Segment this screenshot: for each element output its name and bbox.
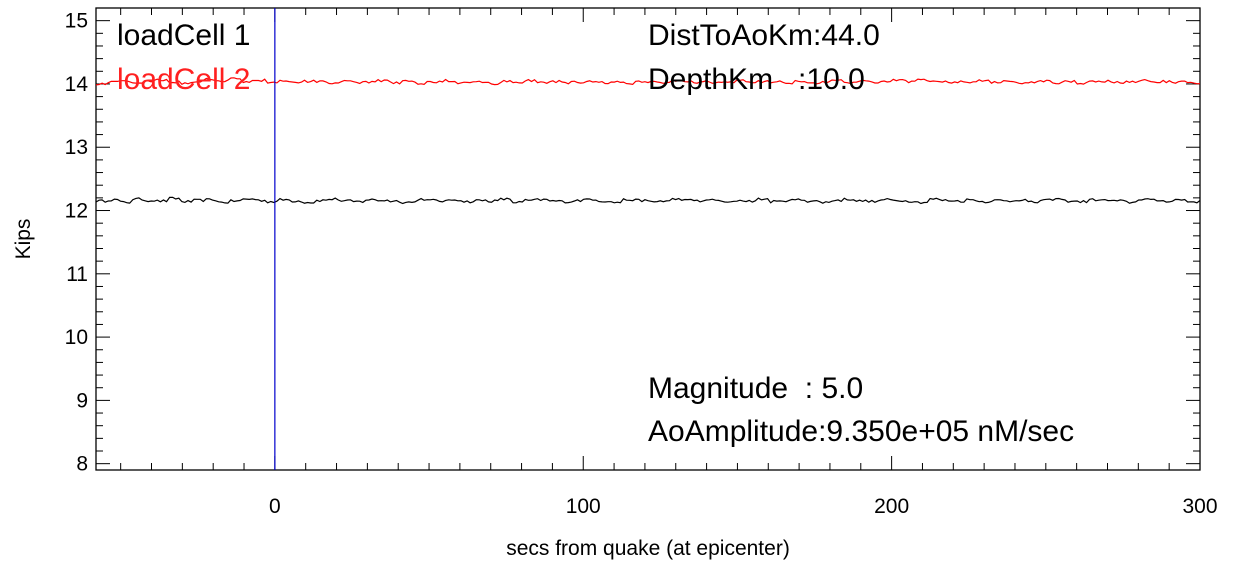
y-tick-label: 14 [65, 73, 89, 96]
x-tick-label: 0 [269, 495, 281, 518]
y-tick-label: 8 [76, 453, 88, 476]
x-axis: 0 100 200 300 [120, 8, 1218, 518]
y-tick-label: 10 [65, 326, 88, 349]
x-axis-label: secs from quake (at epicenter) [506, 537, 790, 560]
y-tick-label: 13 [65, 136, 88, 159]
x-tick-label: 200 [874, 495, 909, 518]
y-axis: 8 9 10 11 12 13 14 15 [65, 7, 1200, 476]
y-axis-label: Kips [12, 219, 35, 260]
series-line-2 [95, 77, 1200, 86]
series-line-1 [95, 196, 1201, 205]
plot-frame [95, 7, 1201, 471]
legend-loadcell-1: loadCell 1 [117, 19, 250, 52]
series-layer [95, 77, 1201, 205]
y-tick-label: 12 [65, 200, 88, 223]
legend-loadcell-2: loadCell 2 [117, 63, 250, 96]
magnitude-label: Magnitude : 5.0 [648, 372, 863, 405]
x-tick-label: 300 [1182, 495, 1217, 518]
depth-label: DepthKm :10.0 [648, 63, 865, 96]
y-tick-label: 15 [65, 10, 88, 33]
y-tick-label: 9 [76, 389, 88, 412]
y-tick-label: 11 [66, 263, 88, 286]
x-tick-label: 100 [566, 495, 601, 518]
amplitude-label: AoAmplitude:9.350e+05 nM/sec [648, 415, 1074, 448]
dist-to-ao-label: DistToAoKm:44.0 [648, 19, 880, 52]
